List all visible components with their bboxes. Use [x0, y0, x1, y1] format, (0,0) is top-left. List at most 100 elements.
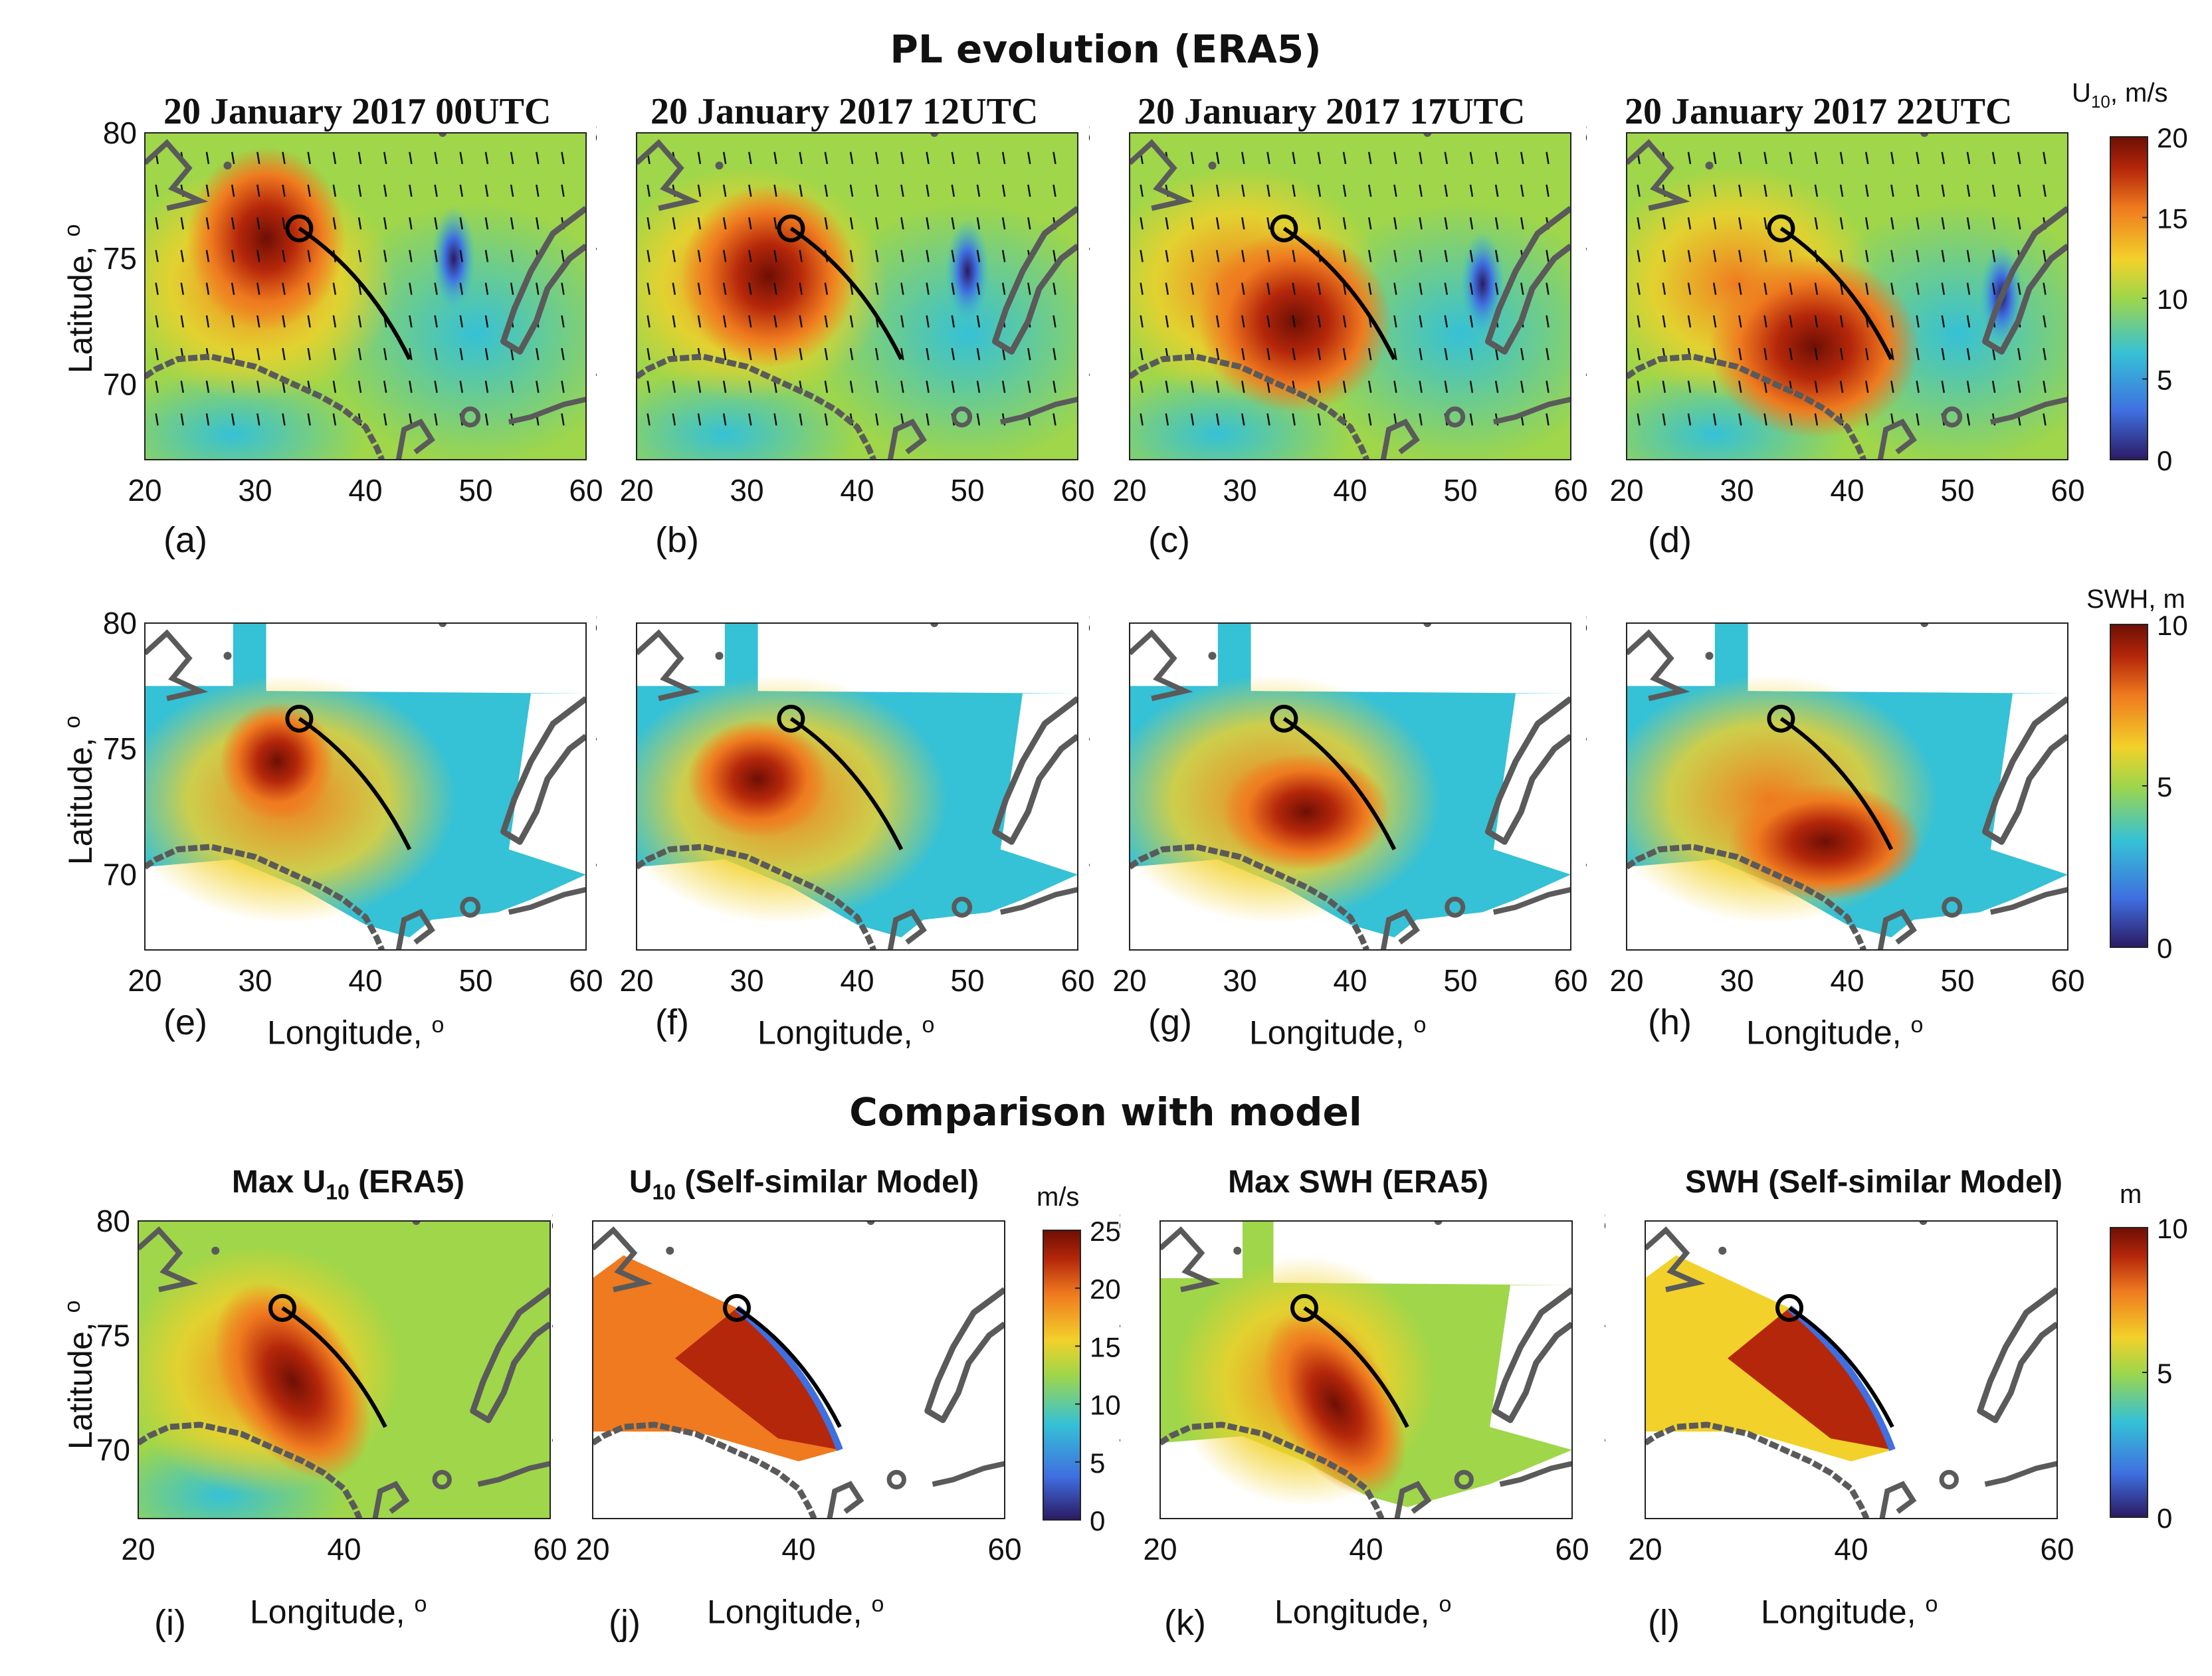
panel-b [637, 133, 1078, 460]
island-dot [1423, 623, 1432, 627]
axes-i-xtick: 20 [121, 1532, 155, 1566]
panel-label-j: (j) [609, 1603, 641, 1643]
wind-vector [282, 315, 286, 328]
wind-vector [1053, 282, 1056, 295]
wind-vector [1662, 282, 1666, 295]
axes-f-xtick: 50 [950, 963, 984, 998]
wind-vector [1140, 315, 1144, 328]
wind-vector [1966, 151, 1971, 165]
wind-vector [510, 250, 514, 262]
wind-vector [1916, 315, 1920, 328]
island-dot [1920, 133, 1929, 137]
wind-vector [1027, 347, 1031, 361]
wind-vector [926, 347, 930, 361]
wind-vector [1393, 217, 1397, 230]
wind-vector [1941, 315, 1945, 328]
wind-vector [951, 184, 955, 197]
wind-vector [383, 381, 387, 393]
wind-vector [1165, 217, 1169, 230]
figure-title-top: PL evolution (ERA5) [890, 27, 1322, 72]
wind-vector [824, 381, 829, 393]
panel-k [1160, 1221, 1572, 1519]
coastline-south [1130, 353, 1370, 460]
island-dot [211, 1246, 220, 1255]
wind-vector [1890, 282, 1894, 295]
wind-vector [799, 151, 803, 165]
svalbard [1645, 1226, 1706, 1293]
wind-vector [926, 282, 930, 295]
wind-vector [900, 184, 904, 197]
axes-c-xtick: 60 [1554, 473, 1587, 508]
svalbard [637, 629, 700, 701]
wind-vector [722, 315, 727, 328]
wind-vector [205, 250, 210, 262]
axes-d-xtick: 30 [1720, 473, 1754, 508]
axes-f-xtick: 30 [730, 963, 763, 998]
wind-vector [484, 413, 489, 426]
land-mask-east [1490, 1285, 1572, 1450]
wind-vector [1140, 381, 1144, 393]
wind-vector [307, 282, 311, 295]
wind-vector [357, 347, 362, 361]
cyclone-start-marker [285, 704, 314, 733]
kolguev-island [1942, 896, 1963, 918]
wind-vector [697, 250, 702, 262]
wind-vector [1190, 413, 1195, 426]
wind-vector [1292, 347, 1296, 361]
wind-vector [1342, 315, 1347, 328]
wind-vector [1839, 250, 1844, 262]
cyclone-track [1788, 1306, 1894, 1428]
wind-vector [332, 217, 337, 230]
ytick-mask [553, 1201, 590, 1538]
wind-vector [155, 217, 159, 230]
wind-vector [1966, 282, 1971, 295]
wind-vector [1241, 217, 1245, 230]
wind-vector [1712, 381, 1717, 393]
wind-vector [647, 347, 651, 361]
wind-vector [900, 217, 904, 230]
wind-vector [357, 381, 362, 393]
wind-vector [1027, 217, 1031, 230]
axes-f-frame [636, 622, 1078, 951]
wind-vector [722, 347, 727, 361]
coastline-kanin [827, 1481, 864, 1519]
wind-vector [332, 315, 337, 328]
wind-vector [1864, 282, 1869, 295]
wind-vector [1546, 151, 1550, 165]
wind-vector [1637, 184, 1641, 197]
svalbard [1130, 629, 1193, 701]
axes-b-xtick: 30 [730, 473, 763, 508]
wind-vector [1520, 184, 1524, 197]
wind-vector [1317, 184, 1322, 197]
kolguev-island [460, 406, 481, 428]
wind-maximum [1197, 230, 1393, 413]
wind-vector [849, 381, 854, 393]
wind-vector [1317, 315, 1322, 328]
wind-vector [722, 250, 727, 262]
wind-vector [383, 151, 387, 165]
wind-vector [926, 413, 930, 426]
colorbar-u10-ticklabel: 10 [2157, 284, 2188, 315]
wind-vector [1738, 184, 1742, 197]
axes-k-frame [1159, 1220, 1573, 1519]
coastline-east [999, 887, 1078, 915]
wind-vector [1941, 151, 1945, 165]
wind-vector [1419, 184, 1423, 197]
panel-title-i: Max U10 (ERA5) [231, 1164, 465, 1204]
wind-vector [180, 250, 185, 262]
wind-vector [1966, 184, 1971, 197]
wind-vector [1864, 381, 1869, 393]
wind-vector [332, 282, 337, 295]
wind-vector [1916, 347, 1920, 361]
panel-label-a: (a) [163, 520, 207, 560]
wind-vector [256, 217, 260, 230]
wind-vector [1266, 250, 1270, 262]
wind-vector [1140, 413, 1144, 426]
axes-g-xtick: 40 [1333, 963, 1367, 998]
axes-a-xtick: 30 [238, 473, 272, 508]
wind-vector [722, 282, 727, 295]
wind-vector [1367, 184, 1372, 197]
wind-vector [799, 282, 803, 295]
wind-vector [409, 151, 413, 165]
wind-vector [1687, 315, 1692, 328]
